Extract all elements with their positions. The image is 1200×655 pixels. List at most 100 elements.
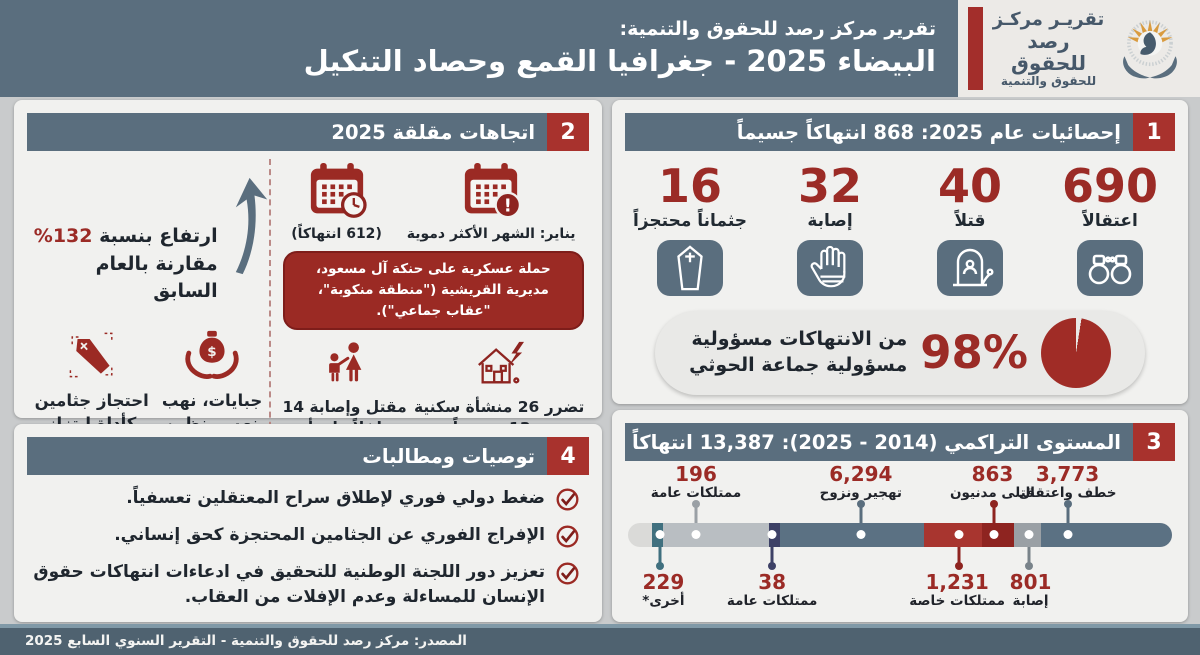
stat-label: أخرى* — [642, 593, 685, 609]
stat-icons-row — [620, 239, 1180, 296]
recommendation-item: تعزيز دور اللجنة الوطنية للتحقيق في ادعا… — [32, 560, 580, 609]
cumulative-stat-private-property: 1,231 ممتلكات خاصة — [909, 571, 1005, 609]
violations-count-item: (612 انتهاكاً) — [291, 163, 382, 242]
section-1-title: إحصائيات عام 2025: 868 انتهاكاً جسيماً — [736, 120, 1121, 144]
cumulative-stat-public-property-2: 38 ممتلكات عامة — [727, 571, 817, 609]
stat-label: تهجير ونزوح — [819, 485, 902, 501]
section-2-panel: 2 اتجاهات مقلقة 2025 — [14, 100, 602, 458]
stat-value: 196 — [675, 462, 717, 486]
rise-row: ارتفاع بنسبة 132% مقارنة بالعام السابق — [28, 175, 269, 306]
section-3-title: المستوى التراكمي (2014 - 2025): 13,387 ا… — [631, 430, 1121, 454]
connector — [694, 507, 698, 523]
stat-label: إصابة — [807, 210, 853, 231]
coffin-icon — [657, 239, 723, 296]
pressure-line: احتجاز جثامين — [34, 390, 149, 410]
header-kicker: تقرير مركز رصد للحقوق والتنمية: — [619, 17, 936, 40]
section-4-title: توصيات ومطالبات — [362, 444, 535, 468]
stat-value: 863 — [971, 462, 1014, 486]
section-1-panel: 1 إحصائيات عام 2025: 868 انتهاكاً جسيماً… — [612, 100, 1188, 404]
connector — [658, 547, 662, 563]
calendar-row: ! يناير: الشهر الأكثر دموية — [279, 163, 588, 242]
cumulative-stat-public-property: 196 ممتلكات عامة — [651, 463, 741, 501]
icon-cell — [900, 239, 1040, 296]
coffin-extortion-icon — [69, 332, 113, 377]
highlight-text: من الانتهاكات مسؤولية مسؤولية جماعة الحو… — [689, 327, 907, 378]
impact-line: مقتل وإصابة 14 — [282, 397, 407, 416]
cumulative-stat-civilian-deaths: 863 قتلى مدنيون — [950, 463, 1035, 501]
stat-value: 690 — [1061, 159, 1159, 213]
handcuffs-icon — [1077, 239, 1143, 296]
rise-line1: ارتفاع بنسبة 132% — [28, 223, 218, 251]
percent-value: 98% — [920, 326, 1028, 380]
stat-label: قتلاً — [954, 210, 986, 231]
icon-cell — [620, 239, 760, 296]
stat-label: خطف واعتقال — [1018, 485, 1117, 501]
campaign-banner: حملة عسكرية على حنكة آل مسعود، مديرية ال… — [282, 251, 584, 330]
highlight-line1: من الانتهاكات مسؤولية — [691, 328, 908, 351]
check-icon — [556, 488, 579, 511]
stat-value: 1,231 — [925, 570, 989, 594]
org-logo-icon — [1123, 19, 1177, 79]
recommendation-text: الإفراج الفوري عن الجثامين المحتجزة كحق … — [114, 525, 545, 545]
connector-dot — [856, 500, 865, 508]
check-icon — [556, 525, 579, 548]
family-icon — [328, 342, 361, 382]
section-4-number-badge: 4 — [547, 437, 589, 475]
rise-value: 132% — [33, 225, 93, 247]
stats-row: 690 اعتقالاً 40 قتلاً 32 إصابة 16 جثمانا… — [620, 163, 1180, 231]
track-dot — [989, 530, 999, 539]
connector — [770, 547, 774, 563]
section-1-number-badge: 1 — [1133, 113, 1175, 151]
recommendation-text: ضغط دولي فوري لإطلاق سراح المعتقلين تعسف… — [126, 488, 545, 508]
damaged-house-icon — [478, 341, 525, 384]
rise-arrow-icon — [235, 177, 267, 275]
connector-dot — [768, 562, 777, 570]
header-band: تقرير مركز رصد للحقوق والتنمية: البيضاء … — [0, 0, 958, 97]
stat-killed: 40 قتلاً — [900, 163, 1040, 231]
track-dot — [954, 530, 964, 539]
stat-label: قتلى مدنيون — [949, 485, 1035, 501]
logo: تقريـر مركـز رصد للحقوق للحقوق والتنمية — [992, 5, 1190, 93]
recommendation-item: الإفراج الفوري عن الجثامين المحتجزة كحق … — [32, 523, 580, 549]
logo-text-line1: تقريـر مركـز — [992, 8, 1105, 30]
rise-prefix: ارتفاع بنسبة — [92, 225, 218, 247]
stat-label: ممتلكات خاصة — [909, 593, 1005, 609]
stat-label: جثماناً محتجزاً — [632, 210, 748, 231]
stat-label: ممتلكات عامة — [650, 485, 742, 501]
section-3-number-badge: 3 — [1133, 423, 1175, 461]
track-segment — [663, 523, 770, 547]
cumulative-stat-kidnap: 3,773 خطف واعتقال — [1019, 463, 1117, 501]
recommendation-text: تعزيز دور اللجنة الوطنية للتحقيق في ادعا… — [33, 562, 545, 607]
logo-text: تقريـر مركـز رصد للحقوق للحقوق والتنمية — [992, 8, 1105, 88]
calendar-alert-icon: ! — [465, 163, 522, 219]
connector — [1027, 547, 1031, 563]
rise-text: ارتفاع بنسبة 132% مقارنة بالعام السابق — [28, 223, 218, 306]
logo-text-line3: للحقوق والتنمية — [1000, 73, 1097, 88]
stat-arrests: 690 اعتقالاً — [1040, 163, 1180, 231]
stat-value: 40 — [937, 159, 1002, 213]
pressure-line: جبايات، نهب — [161, 390, 263, 410]
section-2-right-column: ! يناير: الشهر الأكثر دموية — [268, 159, 588, 458]
logo-text-line2: رصد للحقوق — [1011, 28, 1086, 76]
section-2-number-badge: 2 — [547, 113, 589, 151]
gravestone-icon — [937, 239, 1003, 296]
connector — [1066, 507, 1070, 523]
cumulative-stat-other: 229 أخرى* — [642, 571, 684, 609]
section-3-header: 3 المستوى التراكمي (2014 - 2025): 13,387… — [625, 423, 1175, 461]
stat-value: 3,773 — [1035, 462, 1100, 486]
track-dot — [767, 530, 777, 539]
money-bag-hands-icon: $ — [185, 330, 239, 379]
cumulative-stat-displacement: 6,294 تهجير ونزوح — [820, 463, 902, 501]
stat-detained-bodies: 16 جثماناً محتجزاً — [620, 163, 760, 231]
section-2-content: ! يناير: الشهر الأكثر دموية — [14, 151, 602, 458]
footer-source: المصدر: مركز رصد للحقوق والتنمية - التقر… — [25, 633, 467, 649]
calendar-label: (612 انتهاكاً) — [291, 226, 382, 242]
track-segment — [1041, 523, 1172, 547]
highlight-line2: مسؤولية جماعة الحوثي — [689, 353, 908, 376]
chart-track — [628, 523, 1172, 547]
track-segment — [780, 523, 925, 547]
stat-value: 229 — [642, 570, 685, 594]
connector-dot — [954, 562, 963, 570]
calendar-clock-icon — [310, 163, 367, 218]
track-dot — [1024, 530, 1034, 539]
